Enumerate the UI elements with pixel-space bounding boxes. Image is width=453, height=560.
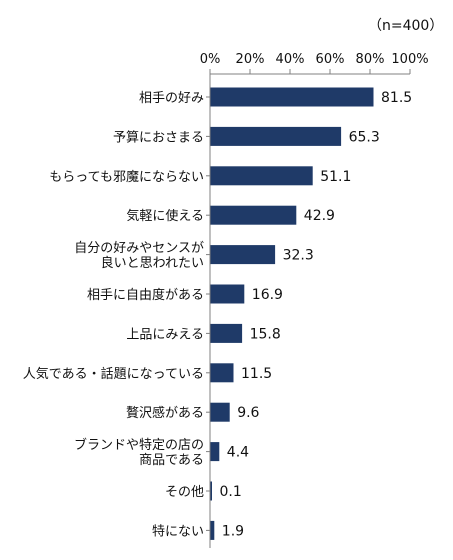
category-label: 人気である・話題になっている (23, 366, 204, 382)
x-tick-label: 0% (200, 52, 221, 67)
bar (210, 520, 215, 540)
bar (210, 126, 342, 146)
x-tick-label: 20% (236, 52, 265, 67)
category-label: 良いと思われたい (101, 255, 204, 271)
sample-size-note: （n=400） (368, 18, 444, 34)
x-tick-label: 80% (356, 52, 385, 67)
category-label: 商品である (139, 453, 204, 468)
x-tick-label: 40% (276, 52, 305, 67)
bar-value-label: 32.3 (283, 248, 314, 264)
bar (210, 442, 220, 462)
bar-value-label: 1.9 (222, 523, 244, 539)
bar (210, 363, 234, 383)
category-label: 気軽に使える (126, 208, 204, 224)
bar (210, 245, 276, 265)
x-tick-label: 100% (391, 52, 428, 67)
category-label: 贅沢感がある (126, 405, 204, 421)
category-label: 予算におさまる (113, 130, 204, 145)
bar-value-label: 4.4 (227, 445, 249, 461)
category-label: 上品にみえる (126, 327, 204, 342)
bar (210, 481, 212, 501)
bar (210, 166, 313, 186)
bar-value-label: 15.8 (250, 326, 281, 342)
bar-value-label: 81.5 (381, 90, 412, 106)
bar-value-label: 16.9 (252, 287, 283, 303)
category-label: 特にない (152, 524, 204, 539)
bar-value-label: 51.1 (320, 169, 351, 185)
bar-value-label: 65.3 (349, 129, 380, 145)
category-label: 自分の好みやセンスが (74, 241, 204, 256)
category-label: 相手の好み (139, 91, 204, 106)
x-tick-label: 60% (316, 52, 345, 67)
bar-value-label: 9.6 (237, 405, 259, 421)
bar-value-label: 11.5 (241, 366, 272, 382)
bar (210, 402, 230, 422)
bar (210, 323, 243, 343)
category-label: ブランドや特定の店の (74, 437, 204, 453)
bar (210, 205, 297, 225)
category-label: もらっても邪魔にならない (49, 170, 204, 185)
bar-value-label: 0.1 (220, 484, 242, 500)
bar (210, 87, 374, 107)
bar (210, 284, 245, 304)
category-label: その他 (165, 485, 204, 500)
bar-value-label: 42.9 (304, 208, 335, 224)
category-label: 相手に自由度がある (87, 287, 204, 303)
